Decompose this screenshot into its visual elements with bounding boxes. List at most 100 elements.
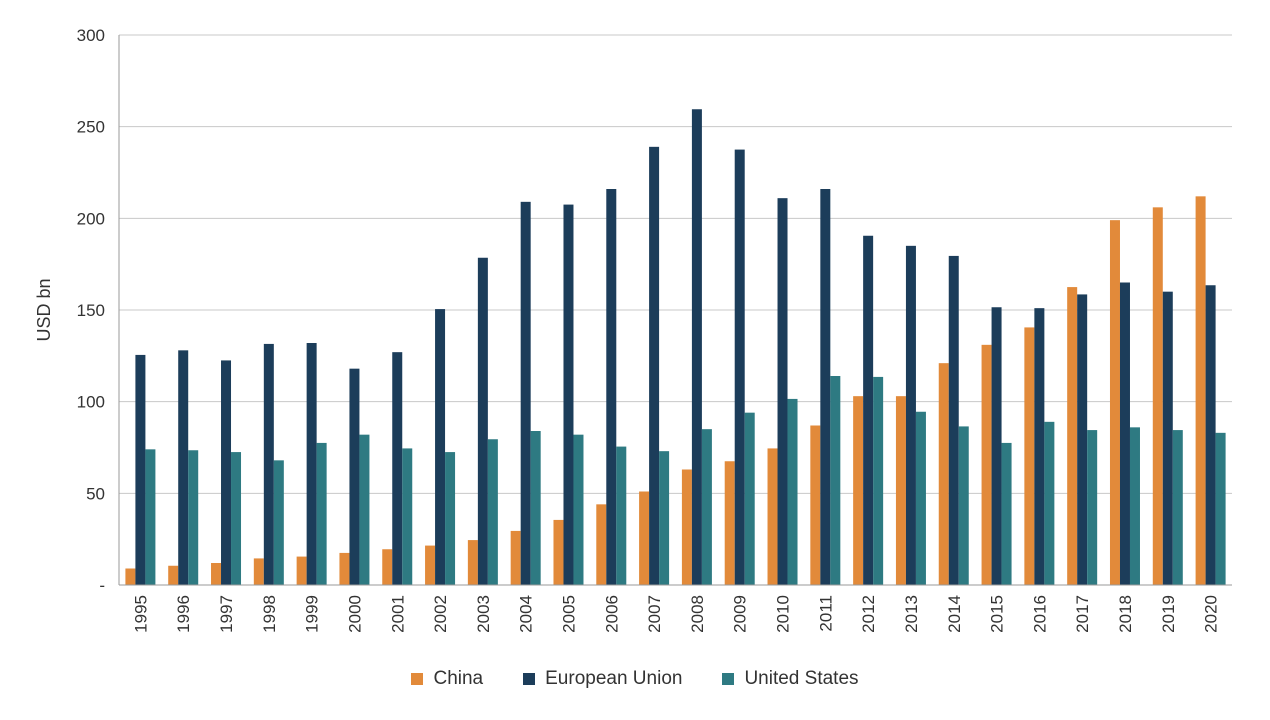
x-tick-label: 2004: [517, 595, 536, 633]
bar-china-1997: [211, 563, 222, 585]
bar-european-union-2019: [1162, 291, 1173, 585]
x-tick-label: 2012: [859, 595, 878, 633]
y-axis-title: USD bn: [34, 278, 54, 341]
bar-european-union-2012: [863, 235, 874, 585]
bar-united-states-2013: [915, 411, 926, 585]
x-tick-label: 1997: [217, 595, 236, 633]
bar-china-2013: [895, 396, 906, 585]
x-tick-label: 2020: [1202, 595, 1221, 633]
bar-european-union-2017: [1077, 294, 1088, 585]
bar-united-states-2003: [487, 439, 498, 585]
x-axis-tick-labels: 1995 1996 1997 1998 1999 2000 2001 2002 2003 2004…: [131, 595, 1220, 633]
bar-european-union-2011: [820, 189, 831, 585]
bar-china-2014: [938, 363, 949, 585]
bar-china-2000: [339, 552, 350, 585]
bar-china-2007: [639, 491, 650, 585]
x-tick-label: 2001: [388, 595, 407, 633]
bar-european-union-2010: [777, 198, 788, 585]
bar-european-union-1997: [221, 360, 232, 585]
x-tick-label: 2002: [431, 595, 450, 633]
bar-european-union-2008: [691, 109, 702, 585]
x-tick-label: 2006: [602, 595, 621, 633]
y-tick-label: -: [99, 576, 105, 595]
bar-china-2019: [1152, 207, 1163, 586]
x-tick-label: 1996: [174, 595, 193, 633]
bar-united-states-1995: [145, 449, 156, 585]
bar-china-2010: [767, 448, 778, 585]
x-tick-label: 2003: [474, 595, 493, 633]
x-tick-label: 2010: [774, 595, 793, 633]
bar-china-2012: [853, 396, 864, 585]
bar-european-union-2016: [1034, 308, 1045, 585]
bar-united-states-2005: [573, 434, 584, 585]
legend-label-european-union: European Union: [545, 668, 683, 689]
legend-label-united-states: United States: [744, 668, 859, 689]
bar-china-2015: [981, 344, 992, 585]
x-tick-label: 2000: [345, 595, 364, 633]
x-tick-label: 2008: [688, 595, 707, 633]
legend-swatch-united-states: [722, 673, 735, 685]
bars: [125, 109, 1226, 586]
y-tick-label: 250: [77, 118, 105, 137]
axes: [118, 35, 1232, 586]
bar-china-2004: [510, 530, 521, 585]
bar-european-union-1999: [306, 343, 317, 585]
bar-united-states-1999: [316, 442, 327, 585]
bar-united-states-2014: [958, 426, 969, 585]
bar-china-2020: [1195, 196, 1206, 586]
bar-united-states-2004: [530, 431, 541, 585]
bar-china-2011: [810, 425, 821, 585]
bar-china-1999: [296, 556, 307, 585]
bar-united-states-2006: [616, 446, 627, 585]
y-axis-tick-labels: - 50 100 150 200 250 300: [77, 26, 105, 595]
x-tick-label: 2005: [559, 595, 578, 633]
x-tick-label: 2016: [1030, 595, 1049, 633]
bar-european-union-2005: [563, 204, 574, 586]
bar-european-union-2020: [1205, 285, 1216, 585]
bar-united-states-1997: [231, 452, 242, 585]
bar-european-union-2014: [948, 255, 959, 585]
bar-china-1995: [125, 568, 136, 585]
gridlines: [119, 34, 1232, 494]
bar-european-union-2004: [520, 201, 531, 586]
x-tick-label: 2014: [945, 595, 964, 633]
legend-swatch-china: [411, 673, 424, 685]
bar-united-states-2000: [359, 434, 370, 585]
bar-china-2008: [681, 469, 692, 585]
legend-item-china: China: [411, 668, 483, 690]
x-tick-label: 2019: [1159, 595, 1178, 633]
bar-european-union-1995: [135, 354, 146, 585]
bar-european-union-2007: [649, 146, 660, 586]
y-tick-label: 100: [77, 393, 105, 412]
y-tick-label: 50: [86, 484, 105, 503]
legend-swatch-european-union: [523, 673, 536, 685]
bar-china-2006: [596, 504, 607, 585]
bar-european-union-2006: [606, 189, 617, 585]
bar-united-states-2017: [1087, 430, 1098, 585]
y-tick-label: 200: [77, 209, 105, 228]
bar-united-states-2007: [659, 451, 670, 585]
bar-chart: - 50 100 150 200 250 300 1995 1996 1997 1998 1999 2…: [34, 26, 1232, 633]
bar-united-states-2002: [445, 452, 456, 585]
bar-united-states-2010: [787, 398, 798, 585]
bar-china-2002: [425, 545, 436, 585]
bar-china-1996: [168, 565, 179, 585]
bar-united-states-2020: [1215, 432, 1226, 585]
x-tick-label: 2015: [988, 595, 1007, 633]
x-tick-label: 1995: [131, 595, 150, 633]
bar-china-2016: [1024, 327, 1035, 585]
bar-china-2018: [1109, 220, 1120, 585]
bar-european-union-2015: [991, 307, 1002, 585]
legend-item-european-union: European Union: [523, 668, 682, 690]
bar-china-2005: [553, 519, 564, 585]
bar-united-states-2001: [402, 448, 413, 585]
bar-china-2017: [1067, 287, 1078, 585]
y-tick-label: 300: [77, 26, 105, 45]
bar-european-union-2013: [905, 245, 916, 586]
bar-european-union-2000: [349, 368, 360, 585]
bar-china-1998: [253, 558, 264, 585]
x-tick-label: 2017: [1073, 595, 1092, 633]
bar-united-states-2015: [1001, 442, 1012, 585]
legend: China European Union United States: [0, 668, 1270, 690]
x-tick-label: 1999: [303, 595, 322, 633]
